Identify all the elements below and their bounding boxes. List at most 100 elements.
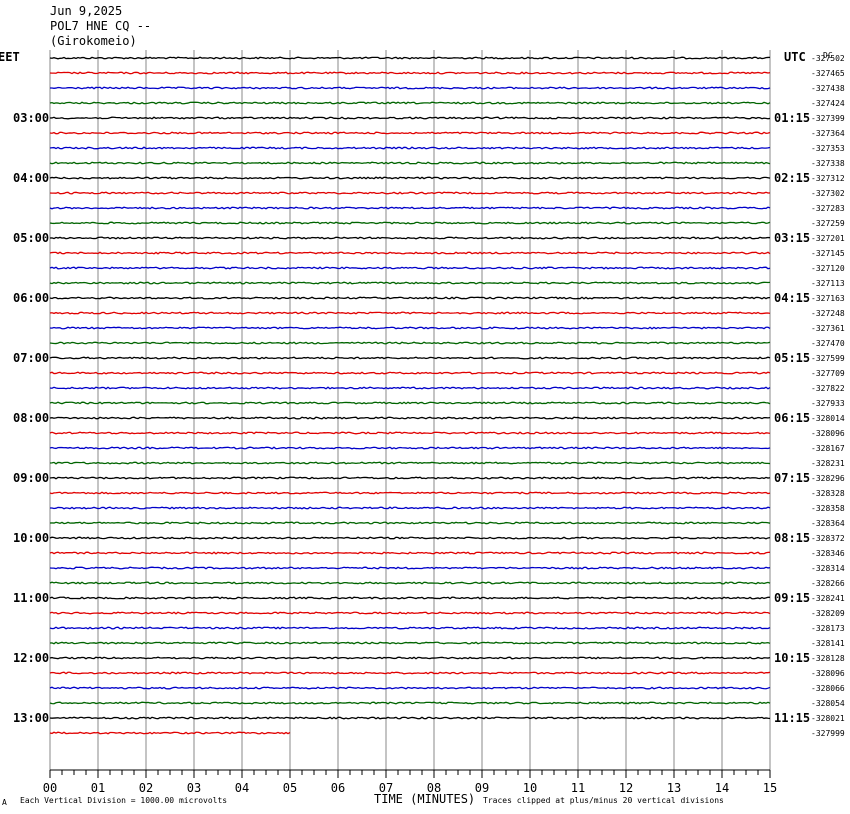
- trace-line: [49, 446, 771, 450]
- trace-line: [49, 266, 771, 270]
- trace-line: [49, 236, 771, 240]
- traces: [49, 56, 771, 735]
- hour-label-right: 07:15: [774, 471, 810, 485]
- trace-line: [49, 611, 771, 615]
- dc-offset-label: -327163: [811, 294, 845, 303]
- scale-note: Each Vertical Division = 1000.00 microvo…: [20, 796, 228, 805]
- trace-line: [49, 536, 771, 540]
- dc-offset-label: -328173: [811, 624, 845, 633]
- dc-offset-label: -327201: [811, 234, 845, 243]
- dc-offset-label: -327283: [811, 204, 845, 213]
- plot-date: Jun 9,2025: [50, 4, 123, 18]
- hour-label-right: 09:15: [774, 591, 810, 605]
- x-tick-label: 06: [331, 781, 345, 795]
- dc-offset-label: -327361: [811, 324, 845, 333]
- hour-label-right: 01:15: [774, 111, 810, 125]
- trace-line: [49, 146, 771, 150]
- x-tick-label: 05: [283, 781, 297, 795]
- dc-offset-label: -327599: [811, 354, 845, 363]
- x-axis: 00 01 02 03 04 05 06 07 08 09 10 11 12 13 14 15: [43, 769, 777, 795]
- trace-line: [49, 431, 771, 435]
- trace-line: [49, 491, 771, 495]
- trace-line: [49, 686, 771, 690]
- station-location: (Girokomeio): [50, 34, 137, 48]
- hour-label-left: 10:00: [13, 531, 49, 545]
- trace-line: [49, 401, 771, 405]
- x-tick-label: 12: [619, 781, 633, 795]
- clip-note: Traces clipped at plus/minus 20 vertical…: [483, 796, 724, 805]
- dc-offset-label: -327248: [811, 309, 845, 318]
- dc-offset-label: -327470: [811, 339, 845, 348]
- hour-label-right: 10:15: [774, 651, 810, 665]
- trace-line: [49, 221, 771, 225]
- hour-label-right: 08:15: [774, 531, 810, 545]
- dc-offset-label: -328364: [811, 519, 845, 528]
- trace-line: [49, 296, 771, 300]
- dc-offset-label: -328128: [811, 654, 845, 663]
- dc-offset-label: -328346: [811, 549, 845, 558]
- dc-offset-label: -327438: [811, 84, 845, 93]
- trace-line: [49, 341, 771, 345]
- trace-line: [49, 581, 771, 585]
- dc-offset-label: -328296: [811, 474, 845, 483]
- dc-offset-label: -328209: [811, 609, 845, 618]
- x-tick-label: 04: [235, 781, 249, 795]
- hour-label-left: 11:00: [13, 591, 49, 605]
- dc-offset-label: -327999: [811, 729, 845, 738]
- trace-line: [49, 521, 771, 525]
- dc-offset-label: -327338: [811, 159, 845, 168]
- trace-line: [50, 86, 771, 90]
- hour-label-right: 05:15: [774, 351, 810, 365]
- station-code: POL7 HNE CQ --: [50, 19, 152, 33]
- x-tick-label: 01: [91, 781, 105, 795]
- trace-line: [49, 311, 771, 315]
- hour-label-right: 06:15: [774, 411, 810, 425]
- dc-offset-label: -328266: [811, 579, 845, 588]
- trace-line: [49, 596, 771, 600]
- trace-line: [49, 551, 771, 555]
- dc-offset-label: -328096: [811, 669, 845, 678]
- trace-line: [49, 206, 771, 210]
- x-axis-title: TIME (MINUTES): [374, 792, 476, 806]
- x-tick-label: 11: [571, 781, 585, 795]
- dc-offset-label: -328358: [811, 504, 845, 513]
- trace-line: [49, 671, 771, 675]
- dc-offset-label: -327364: [811, 129, 845, 138]
- x-tick-label: 08: [427, 781, 441, 795]
- dc-offset-label: -327120: [811, 264, 845, 273]
- grid: [49, 50, 771, 770]
- x-tick-label: 14: [715, 781, 729, 795]
- x-tick-label: 15: [763, 781, 777, 795]
- hour-label-left: 05:00: [13, 231, 49, 245]
- dc-offset-label: -328231: [811, 459, 845, 468]
- hour-label-left: 06:00: [13, 291, 49, 305]
- hour-label-right: 11:15: [774, 711, 810, 725]
- hour-label-left: 03:00: [13, 111, 49, 125]
- dc-offset-label: -328328: [811, 489, 845, 498]
- x-tick-label: 13: [667, 781, 681, 795]
- dc-offset-label: -328372: [811, 534, 845, 543]
- footer-mark: A: [2, 798, 7, 807]
- x-tick-label: 02: [139, 781, 153, 795]
- hour-label-left: 04:00: [13, 171, 49, 185]
- trace-line: [49, 506, 771, 510]
- dc-offset-label: -328014: [811, 414, 845, 423]
- dc-offset-label: -328096: [811, 429, 845, 438]
- left-timezone-label: EET: [0, 50, 20, 64]
- trace-line: [49, 701, 771, 705]
- trace-line: [49, 191, 771, 195]
- trace-line: [49, 101, 771, 105]
- dc-offset-label: -328241: [811, 594, 845, 603]
- trace-line: [49, 626, 771, 630]
- dc-offset-label: -327302: [811, 189, 845, 198]
- hour-label-right: 03:15: [774, 231, 810, 245]
- x-tick-label: 00: [43, 781, 57, 795]
- hour-label-left: 07:00: [13, 351, 49, 365]
- dc-offset-label: -328066: [811, 684, 845, 693]
- trace-line: [49, 251, 771, 255]
- trace-line: [49, 161, 771, 165]
- trace-line: [49, 461, 771, 465]
- right-timezone-label: UTC: [784, 50, 806, 64]
- x-tick-label: 03: [187, 781, 201, 795]
